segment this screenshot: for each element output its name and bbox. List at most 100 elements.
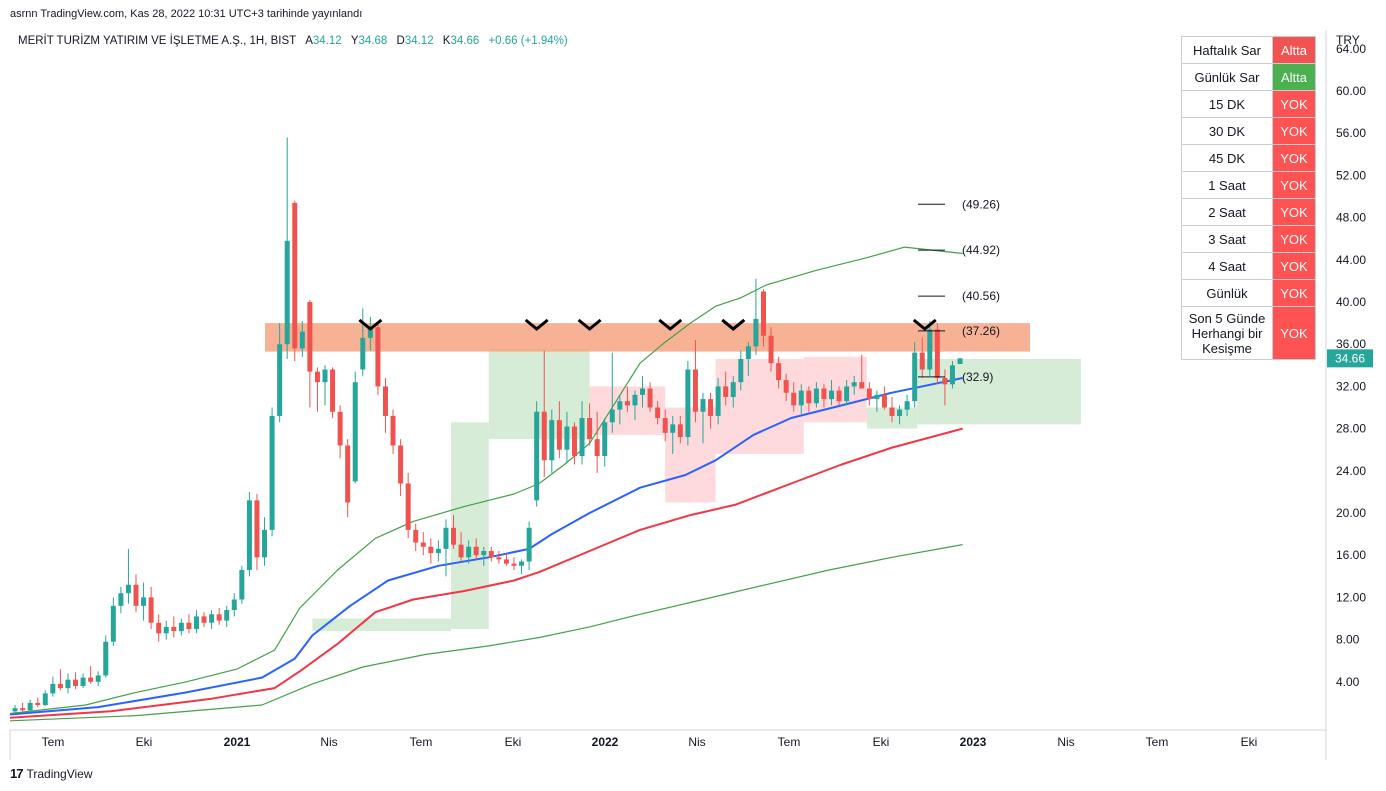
- candle-body: [118, 593, 124, 606]
- close-value: 34.66: [450, 35, 480, 47]
- candle-body: [209, 614, 215, 623]
- signal-label: 4 Saat: [1181, 252, 1273, 280]
- candle-body: [133, 584, 139, 606]
- signal-value: Altta: [1272, 36, 1316, 64]
- x-tick-label: Eki: [505, 735, 522, 749]
- candle-body: [12, 708, 18, 712]
- candle-body: [382, 386, 388, 416]
- signal-row: Haftalık Sar Altta: [1181, 36, 1316, 64]
- candle-body: [473, 546, 479, 556]
- symbol-name: MERİT TURİZM YATIRIM VE İŞLETME A.Ş., 1H…: [18, 35, 296, 47]
- candle-body: [73, 679, 79, 687]
- y-tick-label: 48.00: [1336, 211, 1366, 225]
- y-tick-label: 52.00: [1336, 168, 1366, 182]
- x-tick-label: Tem: [778, 735, 801, 749]
- candle-body: [88, 677, 94, 682]
- candle-body: [110, 605, 116, 642]
- candle-body: [647, 388, 653, 408]
- candle-body: [571, 426, 577, 457]
- y-tick-label: 44.00: [1336, 253, 1366, 267]
- candle-body: [262, 529, 268, 558]
- candle-body: [745, 346, 751, 359]
- candle-body: [458, 544, 464, 558]
- low-label: D: [396, 35, 405, 47]
- candle-body: [874, 394, 880, 400]
- candle-body: [715, 386, 721, 416]
- candle-body: [141, 597, 147, 606]
- candle-body: [753, 318, 759, 347]
- candle-body: [254, 500, 260, 558]
- candle-body: [617, 401, 623, 410]
- y-tick-label: 20.00: [1336, 506, 1366, 520]
- candle-body: [881, 394, 887, 408]
- candle-body: [889, 407, 895, 416]
- candle-body: [216, 614, 222, 621]
- x-tick-label: 2021: [224, 735, 251, 749]
- candle-body: [435, 548, 441, 554]
- candle-body: [844, 386, 850, 402]
- candle-body: [398, 445, 404, 484]
- x-tick-label: 2023: [960, 735, 987, 749]
- candle-body: [949, 365, 955, 385]
- signal-row: 30 DK YOK: [1181, 117, 1316, 145]
- ichimoku-cloud: [715, 358, 804, 454]
- candle-body: [103, 641, 109, 676]
- candle-body: [330, 369, 336, 412]
- candle-body: [95, 675, 101, 682]
- signal-row: 15 DK YOK: [1181, 90, 1316, 118]
- x-tick-label: Eki: [136, 735, 153, 749]
- ichimoku-cloud: [312, 618, 451, 632]
- brand-text: TradingView: [26, 766, 93, 781]
- close-label: K: [442, 35, 451, 47]
- candle-body: [163, 626, 169, 634]
- x-tick-label: Tem: [42, 735, 65, 749]
- candle-body: [655, 407, 661, 419]
- signal-row: 4 Saat YOK: [1181, 252, 1316, 280]
- candle-body: [866, 388, 872, 400]
- candle-body: [821, 388, 827, 400]
- fib-level-label: (37.26): [962, 324, 1000, 338]
- candle-body: [367, 327, 373, 338]
- candle-body: [80, 677, 86, 687]
- signal-value: YOK: [1272, 225, 1316, 253]
- candle-body: [231, 599, 237, 611]
- chevron-marker: [658, 318, 683, 331]
- fib-level-label: (40.56): [962, 289, 1000, 303]
- x-tick-label: Eki: [873, 735, 890, 749]
- candle-body: [375, 327, 381, 387]
- x-tick-label: Tem: [1146, 735, 1169, 749]
- signal-row: 45 DK YOK: [1181, 144, 1316, 172]
- candle-body: [148, 597, 154, 623]
- candle-body: [662, 418, 668, 433]
- signal-label: 30 DK: [1181, 117, 1273, 145]
- candle-body: [768, 335, 774, 364]
- candle-body: [730, 382, 736, 397]
- chevron-marker: [577, 318, 602, 331]
- last-price-label: 34.66: [1335, 351, 1365, 365]
- candle-body: [776, 363, 782, 381]
- candle-body: [738, 358, 744, 383]
- signal-label: Haftalık Sar: [1181, 36, 1273, 64]
- candle-body: [201, 616, 207, 623]
- ichimoku-cloud: [917, 358, 1081, 425]
- candle-body: [919, 352, 925, 370]
- candle-body: [700, 399, 706, 412]
- signal-row: 3 Saat YOK: [1181, 225, 1316, 253]
- ma-green-mid-line: [9, 246, 963, 715]
- y-tick-label: 64.00: [1336, 42, 1366, 56]
- candle-body: [186, 622, 192, 630]
- candle-body: [934, 329, 940, 378]
- candle-body: [579, 418, 585, 457]
- top-bar: asrnn TradingView.com, Kas 28, 2022 10:3…: [0, 0, 1386, 28]
- ma-green-slow-line: [9, 544, 963, 722]
- candle-body: [587, 418, 593, 440]
- candle-body: [640, 388, 646, 395]
- candle-body: [307, 302, 313, 372]
- candle-body: [624, 401, 630, 406]
- candle-body: [443, 527, 449, 549]
- candle-body: [481, 550, 487, 556]
- candle-body: [292, 202, 298, 349]
- open-value: 34.12: [312, 35, 342, 47]
- candle-body: [526, 527, 532, 562]
